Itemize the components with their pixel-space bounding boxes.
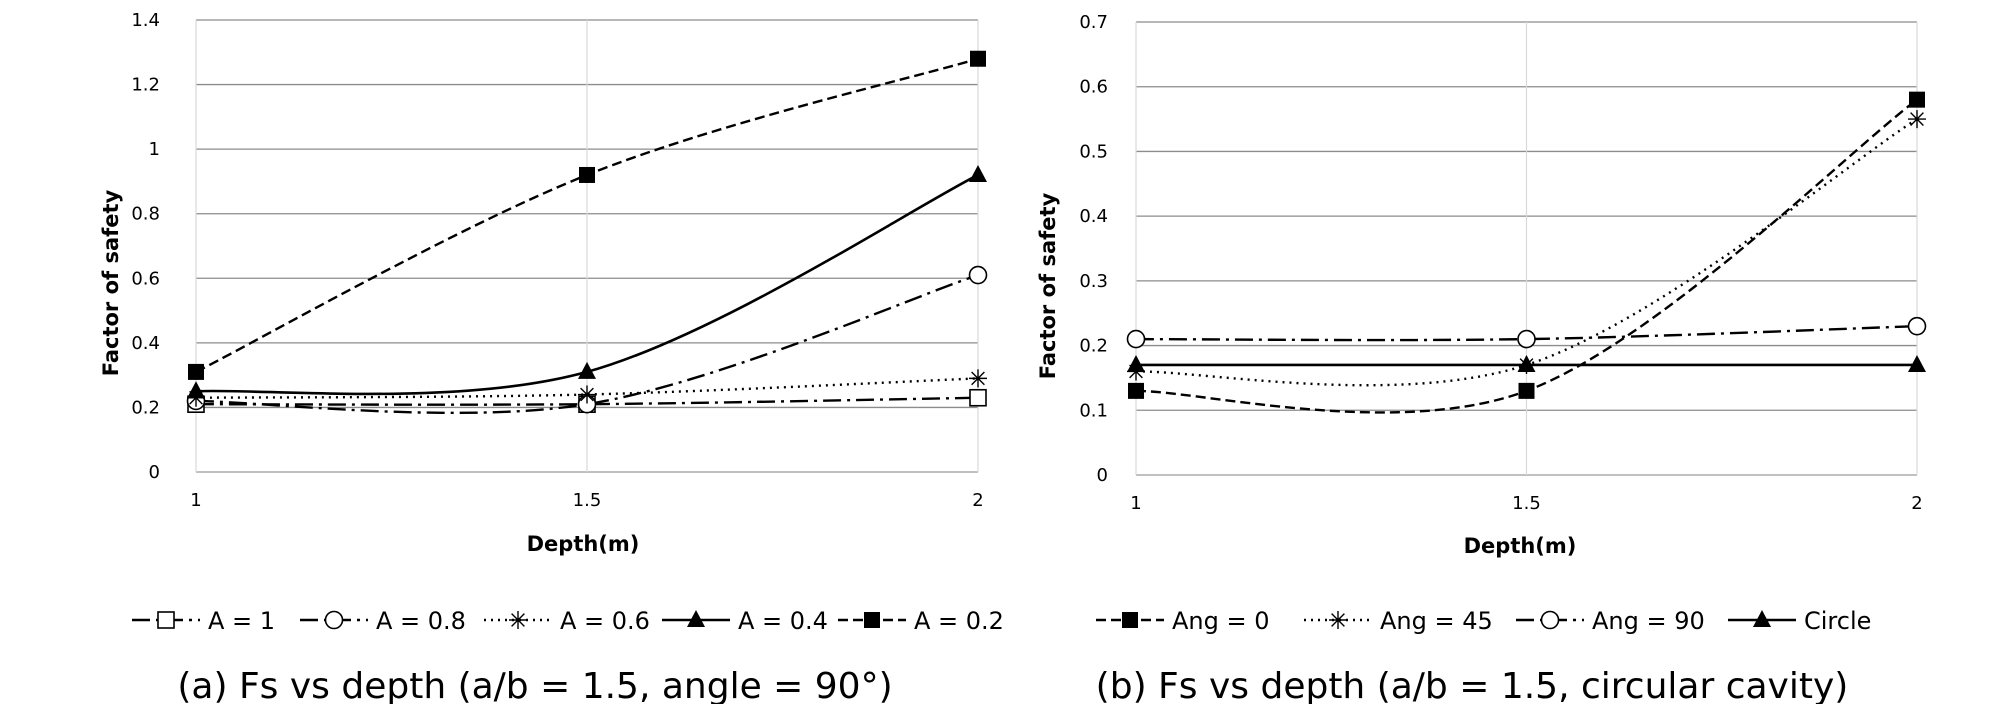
chart-a: Factor of safety Depth(m) (a) Fs vs dept… — [99, 10, 1004, 704]
chart-b-grid — [1135, 21, 1918, 476]
chart-b-data-point — [1908, 110, 1926, 129]
chart-a-series-a-0-2 — [188, 50, 986, 380]
chart-a-series-line — [195, 377, 979, 399]
chart-a-legend-marker — [687, 610, 705, 627]
chart-b-ylabel: Factor of safety — [1036, 192, 1060, 379]
chart-b-xtick-label: 1 — [1130, 493, 1141, 514]
chart-b-ytick-label: 0.4 — [1079, 206, 1108, 227]
chart-b-xtick-label: 2 — [1911, 493, 1922, 514]
chart-a-legend-item: A = 1 — [132, 607, 275, 635]
chart-b-series-ang-90 — [1126, 316, 1927, 349]
chart-b-data-point — [1907, 316, 1927, 336]
chart-a-data-point — [187, 381, 205, 399]
chart-a-legend-marker — [509, 611, 527, 629]
chart-b-ytick-label: 0.6 — [1079, 77, 1108, 98]
chart-a-data-point — [188, 363, 204, 380]
chart-a-grid — [195, 19, 979, 473]
chart-b-data-point — [1517, 354, 1536, 372]
chart-b-legend-item: Ang = 90 — [1516, 607, 1705, 635]
chart-a-legend: A = 1 A = 0.8 A = 0.6 A = 0.4 A = 0.2 — [132, 607, 1004, 635]
chart-b-data-point — [1518, 382, 1535, 399]
chart-a-data-point — [969, 388, 987, 407]
chart-a-ylabel: Factor of safety — [99, 189, 123, 376]
chart-a-legend-label: A = 0.2 — [914, 607, 1004, 635]
chart-b-legend-marker — [1540, 610, 1560, 630]
chart-b-series-ang-0 — [1128, 91, 1925, 414]
chart-a-xlabel: Depth(m) — [527, 532, 640, 556]
chart-b-data-point — [1517, 329, 1536, 349]
chart-a-legend-label: A = 0.8 — [376, 607, 466, 635]
chart-a-data-point — [578, 385, 596, 404]
chart-a-ytick-label: 0 — [149, 462, 160, 483]
chart-a-xtick-label: 1 — [190, 490, 201, 511]
chart-a-legend-item: A = 0.2 — [838, 607, 1004, 635]
chart-b-data-point — [1909, 91, 1925, 108]
chart-a-ytick-label: 1.2 — [131, 75, 160, 96]
chart-a-ytick-label: 0.6 — [131, 268, 160, 289]
chart-b-ytick-label: 0.2 — [1079, 336, 1108, 357]
chart-b-legend-item: Ang = 0 — [1096, 607, 1270, 635]
chart-a-legend-marker — [324, 610, 344, 630]
chart-b-data-point — [1127, 354, 1145, 372]
chart-b: Factor of safety Depth(m) (b) Fs vs dept… — [1036, 12, 1927, 704]
chart-b-series-circle — [1127, 354, 1926, 372]
chart-b-data-point — [1128, 382, 1144, 399]
chart-b-legend-marker — [1329, 611, 1347, 629]
chart-a-data-point — [970, 50, 986, 67]
chart-a-legend-item: A = 0.8 — [300, 607, 466, 635]
chart-a-legend-marker — [864, 612, 880, 628]
chart-b-legend-label: Circle — [1804, 607, 1871, 635]
chart-b-legend: Ang = 0 Ang = 45 Ang = 90 Circle — [1096, 607, 1871, 635]
chart-b-legend-marker — [1122, 612, 1138, 628]
chart-a-ytick-label: 1 — [149, 139, 160, 160]
chart-b-ytick-label: 0.7 — [1079, 12, 1108, 33]
chart-a-legend-label: A = 0.4 — [738, 607, 828, 635]
chart-a-xtick-label: 2 — [972, 490, 983, 511]
chart-a-legend-item: A = 0.6 — [484, 607, 650, 635]
chart-a-ytick-label: 1.4 — [131, 10, 160, 31]
chart-b-ytick-label: 0.5 — [1079, 141, 1108, 162]
chart-b-xlabel: Depth(m) — [1464, 534, 1577, 558]
chart-a-data-point — [578, 361, 596, 379]
chart-a-ytick-label: 0.2 — [131, 397, 160, 418]
chart-b-data-point — [1126, 329, 1146, 349]
chart-a-series-a-0-4 — [187, 164, 987, 399]
chart-a-xtick-label: 1.5 — [573, 490, 602, 511]
chart-a-ytick-label: 0.4 — [131, 333, 160, 354]
chart-a-data-point — [968, 265, 988, 285]
chart-b-ytick-label: 0.1 — [1079, 400, 1108, 421]
chart-a-series-line — [195, 396, 979, 406]
chart-b-xtick-label: 1.5 — [1512, 493, 1541, 514]
chart-a-data-point — [969, 164, 987, 182]
chart-a-legend-marker — [157, 611, 175, 629]
chart-a-legend-label: A = 0.6 — [560, 607, 650, 635]
chart-a-legend-label: A = 1 — [208, 607, 275, 635]
chart-a-caption: (a) Fs vs depth (a/b = 1.5, angle = 90°) — [177, 666, 892, 704]
chart-a-data-point — [969, 369, 987, 388]
chart-b-legend-label: Ang = 45 — [1380, 607, 1493, 635]
chart-b-legend-label: Ang = 0 — [1172, 607, 1270, 635]
chart-a-legend-item: A = 0.4 — [662, 607, 828, 635]
chart-b-ytick-label: 0 — [1097, 465, 1108, 486]
chart-b-legend-marker — [1753, 610, 1771, 627]
chart-a-ytick-label: 0.8 — [131, 204, 160, 225]
chart-b-caption: (b) Fs vs depth (a/b = 1.5, circular cav… — [1096, 666, 1849, 704]
chart-b-ytick-label: 0.3 — [1079, 271, 1108, 292]
chart-a-data-point — [579, 166, 595, 183]
chart-b-series-line — [1135, 324, 1918, 342]
chart-a-series-line — [195, 273, 979, 415]
chart-b-legend-label: Ang = 90 — [1592, 607, 1705, 635]
chart-b-legend-item: Circle — [1728, 607, 1871, 635]
chart-b-data-point — [1908, 354, 1926, 372]
chart-b-legend-item: Ang = 45 — [1304, 607, 1493, 635]
